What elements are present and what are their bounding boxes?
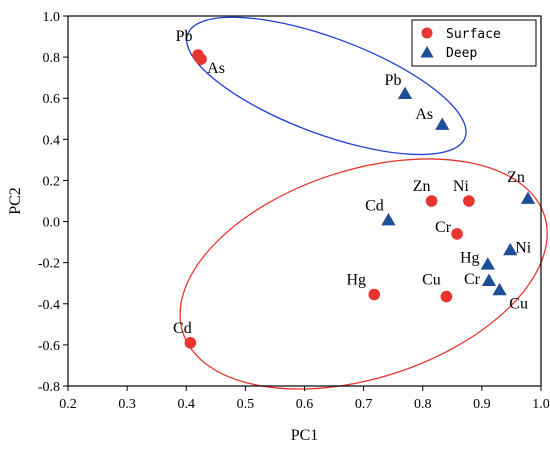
y-tick-label: 0.4 xyxy=(43,133,61,148)
deep-point-ni xyxy=(503,242,518,256)
surface-point-ni xyxy=(463,195,475,207)
surface-cluster-ellipse xyxy=(179,158,548,390)
y-tick-label: -0.4 xyxy=(38,298,60,313)
x-tick-label: 1.0 xyxy=(532,397,550,412)
x-tick-label: 0.9 xyxy=(473,397,491,412)
y-tick-label: -0.6 xyxy=(38,339,60,354)
surface-point-label-cr: Cr xyxy=(435,219,452,236)
surface-point-zn xyxy=(425,195,438,207)
deep-point-cd xyxy=(381,213,396,226)
legend-marker-surface xyxy=(421,27,433,39)
legend-box xyxy=(411,19,537,67)
y-tick-label: -0.8 xyxy=(38,380,60,395)
y-axis-title: PC2 xyxy=(7,187,24,215)
surface-point-label-ni: Ni xyxy=(453,178,470,195)
deep-point-cr xyxy=(481,273,497,287)
y-tick-label: 0.0 xyxy=(43,216,61,231)
deep-point-cu xyxy=(492,282,507,296)
legend-label-deep: Deep xyxy=(446,46,477,61)
x-tick-label: 0.2 xyxy=(59,397,77,412)
x-tick-label: 0.5 xyxy=(237,397,255,412)
surface-point-label-cd: Cd xyxy=(173,320,192,337)
surface-point-cd xyxy=(184,337,197,349)
x-tick-label: 0.7 xyxy=(355,397,373,412)
y-tick-label: 1.0 xyxy=(43,10,61,25)
legend-marker-deep xyxy=(420,46,434,58)
x-tick-label: 0.4 xyxy=(178,397,196,412)
y-tick-label: -0.2 xyxy=(38,257,60,272)
deep-point-hg xyxy=(480,257,495,270)
surface-point-as xyxy=(195,53,207,65)
data-points: Pb As Zn Ni Cr Hg Cu Cd Pb As Cd Zn Ni Hg Cr Cu xyxy=(173,28,536,349)
legend: Surface Deep xyxy=(411,19,537,67)
y-axis-ticks: -0.8 -0.6 -0.4 -0.2 0.0 0.2 0.4 0.6 0.8 1.0 xyxy=(38,10,68,395)
deep-point-label-ni: Ni xyxy=(515,239,532,256)
deep-point-label-pb: Pb xyxy=(385,72,402,89)
surface-point-label-hg: Hg xyxy=(346,272,366,289)
surface-point-cu xyxy=(440,290,453,303)
x-tick-label: 0.3 xyxy=(118,397,136,412)
surface-point-hg xyxy=(368,288,381,301)
x-tick-label: 0.8 xyxy=(414,397,432,412)
deep-point-label-cr: Cr xyxy=(464,271,481,288)
deep-point-label-hg: Hg xyxy=(460,250,480,267)
x-tick-label: 0.6 xyxy=(296,397,314,412)
y-tick-label: 0.6 xyxy=(43,92,61,107)
y-tick-label: 0.2 xyxy=(43,174,61,189)
surface-point-label-cu: Cu xyxy=(422,272,441,289)
x-axis-ticks: 0.2 0.3 0.4 0.5 0.6 0.7 0.8 0.9 1.0 xyxy=(59,386,550,412)
deep-point-label-cu: Cu xyxy=(509,295,528,312)
surface-point-cr xyxy=(451,228,463,240)
deep-point-pb xyxy=(397,86,413,99)
deep-point-label-cd: Cd xyxy=(365,198,384,215)
surface-point-label-zn: Zn xyxy=(413,178,431,195)
deep-point-as xyxy=(435,117,450,130)
cluster-ellipses xyxy=(179,16,548,390)
legend-label-surface: Surface xyxy=(446,27,501,42)
surface-point-label-pb: Pb xyxy=(176,28,193,45)
x-axis-title: PC1 xyxy=(291,427,319,444)
deep-point-label-zn: Zn xyxy=(507,169,525,186)
deep-cluster-ellipse xyxy=(186,16,467,156)
y-tick-label: 0.8 xyxy=(43,51,61,66)
surface-point-label-as: As xyxy=(207,60,225,77)
deep-point-zn xyxy=(520,191,536,204)
deep-point-label-as: As xyxy=(415,106,433,123)
